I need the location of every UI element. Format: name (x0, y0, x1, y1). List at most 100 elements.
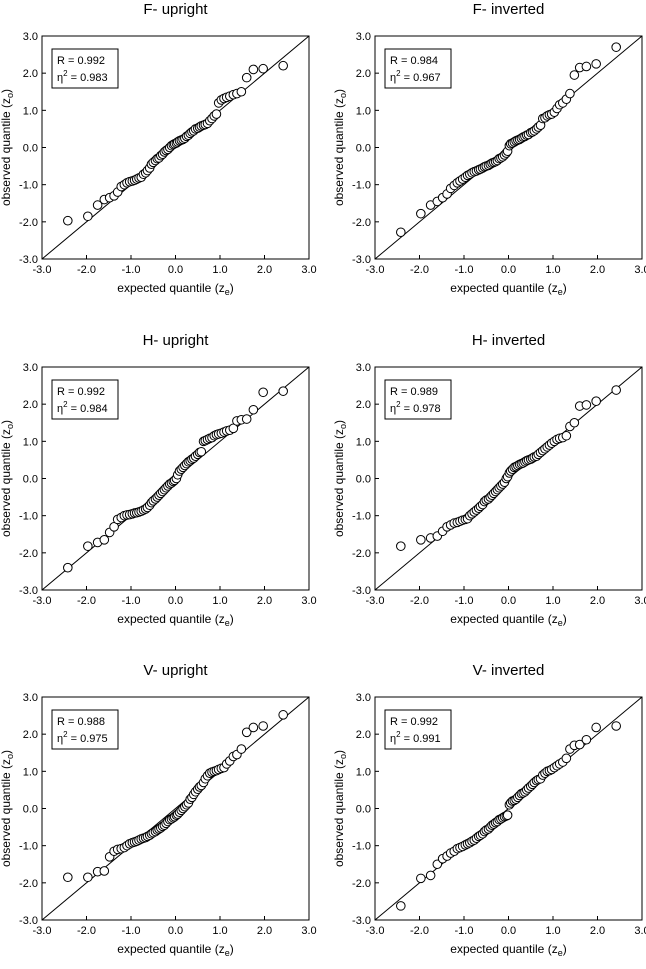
stat-r: R = 0.988 (57, 716, 105, 728)
panel-title: V- inverted (473, 662, 545, 679)
stat-r: R = 0.992 (390, 716, 438, 728)
x-tick-label: -3.0 (366, 595, 385, 607)
data-point (396, 541, 406, 551)
data-point (396, 227, 406, 238)
y-tick-label: -2.0 (352, 548, 371, 560)
y-tick-label: 2.0 (23, 399, 38, 411)
y-axis-label-sub: o (338, 754, 348, 759)
x-axis-label: expected quantile (ze) (117, 612, 233, 628)
x-axis-label-sub: e (225, 287, 230, 297)
y-axis-label-paren: (z (332, 98, 346, 111)
x-tick-label: -3.0 (33, 264, 52, 276)
x-axis-label-close: ) (230, 281, 234, 295)
x-tick-label: 1.0 (212, 264, 227, 276)
data-point (561, 430, 572, 441)
data-point (574, 739, 585, 750)
panel-title: H- upright (143, 332, 210, 349)
data-point (99, 535, 110, 545)
eta-value: = 0.984 (68, 403, 108, 415)
y-axis-label-close: ) (332, 750, 346, 754)
data-point (278, 710, 288, 720)
stats-box (384, 709, 452, 750)
x-axis-label-sub: e (558, 948, 563, 958)
eta-value: = 0.983 (68, 72, 108, 84)
x-axis-label-sub: e (225, 948, 230, 958)
eta-symbol: η (57, 72, 63, 84)
data-point (416, 535, 426, 545)
x-tick-label: 2.0 (590, 925, 605, 937)
y-axis-label-text: observed quantile (332, 111, 346, 206)
x-axis-label: expected quantile (ze) (117, 281, 233, 297)
x-tick-label: 3.0 (301, 264, 316, 276)
data-point (569, 70, 580, 80)
x-tick-label: 2.0 (257, 925, 272, 937)
x-tick-label: 2.0 (257, 264, 272, 276)
data-points (63, 710, 288, 883)
stat-eta-squared: η2 = 0.967 (390, 69, 441, 84)
x-tick-label: 1.0 (545, 925, 560, 937)
stat-r: R = 0.984 (390, 55, 438, 67)
data-point (416, 208, 426, 219)
y-tick-label: 2.0 (23, 68, 38, 80)
eta-exponent: 2 (63, 730, 68, 739)
x-tick-label: 0.0 (168, 595, 183, 607)
x-axis-label-text: expected quantile (450, 612, 544, 626)
stat-r: R = 0.992 (57, 386, 105, 398)
y-tick-label: 3.0 (23, 692, 38, 704)
y-axis-label-close: ) (332, 420, 346, 424)
x-tick-label: 2.0 (590, 595, 605, 607)
y-tick-label: 2.0 (356, 399, 371, 411)
panel-4: V- upright -3.0 -2.0 -1.0 0.0 1.0 2.0 3.0 -3.0 -2… (0, 662, 317, 958)
y-tick-label: -1.0 (19, 180, 38, 192)
y-axis-label-paren: (z (0, 429, 13, 442)
data-point (248, 64, 259, 75)
y-tick-label: 0.0 (356, 474, 371, 486)
data-point (258, 63, 268, 74)
panel-3: H- inverted -3.0 -2.0 -1.0 0.0 1.0 2.0 3.0 -3.0 -… (332, 332, 646, 628)
x-axis-label-text: expected quantile (450, 942, 544, 956)
stats-box (51, 48, 119, 89)
x-tick-label: -3.0 (366, 264, 385, 276)
y-tick-label: -1.0 (352, 511, 371, 523)
eta-symbol: η (57, 403, 63, 415)
stat-eta-squared: η2 = 0.975 (57, 730, 108, 745)
y-axis-label-close: ) (332, 89, 346, 93)
x-tick-label: 3.0 (634, 595, 646, 607)
data-point (83, 211, 93, 222)
y-axis-label-sub: o (5, 754, 15, 759)
eta-symbol: η (57, 733, 63, 745)
x-tick-label: 0.0 (501, 264, 516, 276)
x-axis-label-text: expected quantile (117, 942, 211, 956)
y-axis-label-close: ) (0, 420, 13, 424)
stat-r: R = 0.992 (57, 55, 105, 67)
x-axis-label-text: expected quantile (117, 612, 211, 626)
data-point (591, 59, 601, 69)
y-axis-label: observed quantile (zo) (332, 750, 348, 867)
x-tick-label: -1.0 (455, 925, 474, 937)
x-tick-label: -1.0 (122, 925, 141, 937)
data-points (63, 386, 288, 573)
y-tick-label: 3.0 (356, 362, 371, 374)
y-tick-label: 0.0 (356, 143, 371, 155)
stats-box (384, 379, 452, 420)
x-axis-label-close: ) (230, 612, 234, 626)
data-point (83, 541, 93, 551)
x-axis-label-close: ) (563, 281, 567, 295)
panel-title: V- upright (143, 662, 208, 679)
data-point (591, 722, 601, 733)
data-point (425, 870, 436, 881)
data-point (99, 866, 110, 876)
y-axis-label-sub: o (338, 424, 348, 429)
data-point (92, 200, 103, 210)
x-tick-label: 3.0 (301, 925, 316, 937)
eta-value: = 0.975 (68, 733, 108, 745)
x-tick-label: 1.0 (212, 595, 227, 607)
x-axis-label-paren: (z (211, 281, 224, 295)
x-tick-label: 1.0 (545, 264, 560, 276)
stats-box (384, 48, 452, 89)
panel-title: H- inverted (472, 332, 545, 349)
panel-5: V- inverted -3.0 -2.0 -1.0 0.0 1.0 2.0 3.0 -3.0 -… (332, 662, 646, 958)
eta-exponent: 2 (396, 69, 401, 78)
eta-symbol: η (390, 403, 396, 415)
x-tick-label: 0.0 (501, 925, 516, 937)
